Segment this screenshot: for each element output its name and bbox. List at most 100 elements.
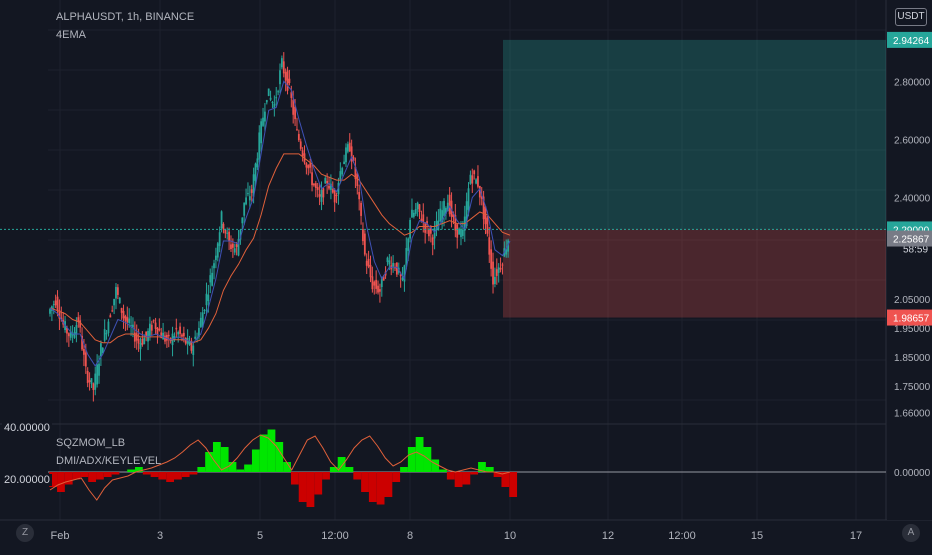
candle-body [75, 325, 78, 335]
candle-body [84, 352, 87, 367]
candle-body [199, 317, 202, 327]
indicator-subtitle[interactable]: DMI/ADX/KEYLEVEL [56, 455, 162, 467]
last-price-label-bg [887, 230, 932, 247]
stop-loss-label-bg [887, 309, 932, 326]
candle-body [350, 146, 353, 162]
candle-body [314, 183, 317, 188]
stop-loss-zone[interactable] [503, 229, 886, 318]
candle-body [245, 197, 247, 205]
candle-body [288, 78, 291, 83]
candle-body [412, 212, 415, 217]
zoom-z-button[interactable]: Z [16, 524, 34, 542]
symbol-header[interactable]: ALPHAUSDT, 1h, BINANCE [56, 11, 195, 23]
auto-scale-button[interactable]: A [902, 524, 920, 542]
candle-body [507, 240, 510, 252]
candle-body [395, 262, 398, 275]
candle-body [363, 233, 366, 255]
candle-body [201, 312, 204, 328]
momentum-bar [72, 472, 81, 480]
momentum-bar [103, 472, 112, 477]
time-tick: 3 [157, 530, 163, 542]
candle-body [346, 144, 349, 152]
time-tick: Feb [51, 530, 70, 542]
candle-body [499, 267, 502, 270]
candle-body [354, 166, 357, 180]
last-price-label: 2.25867 [893, 235, 930, 246]
candle-body [428, 230, 430, 237]
momentum-bar [111, 472, 120, 475]
candle-body [292, 100, 295, 115]
candle-body [477, 176, 479, 187]
candle-body [290, 92, 293, 98]
take-profit-zone[interactable] [503, 39, 886, 230]
price-tick: 2.60000 [894, 135, 931, 146]
candle-body [237, 238, 240, 256]
candle-body [277, 91, 280, 93]
momentum-bar [205, 452, 213, 472]
currency-button[interactable]: USDT [895, 8, 927, 26]
momentum-bar [368, 472, 377, 502]
time-tick: 12:00 [321, 530, 349, 542]
candle-body [103, 329, 106, 341]
candle-body [49, 309, 51, 314]
time-tick: 8 [407, 530, 413, 542]
candle-body [79, 320, 82, 328]
momentum-bar [376, 472, 385, 505]
ema-fast-line [49, 80, 511, 367]
candle-body [399, 274, 402, 277]
candle-body [137, 339, 140, 344]
indicator-header[interactable]: 4EMA [56, 29, 86, 41]
candle-body [471, 175, 474, 184]
momentum-bar [259, 434, 268, 472]
candle-body [429, 226, 432, 234]
candle-body [67, 333, 70, 337]
candle-body [284, 72, 287, 81]
candle-body [179, 326, 181, 334]
momentum-bar [314, 472, 323, 495]
candle-body [205, 293, 208, 306]
momentum-bar [400, 467, 408, 472]
candle-body [405, 247, 408, 266]
candle-body [367, 258, 370, 267]
momentum-bar [189, 472, 198, 475]
candle-body [149, 323, 151, 337]
candle-body [122, 310, 125, 319]
candle-body [188, 341, 191, 345]
momentum-bar [485, 467, 494, 472]
candle-body [184, 338, 187, 344]
candle-body [135, 333, 138, 341]
candle-body [377, 285, 379, 293]
candle-body [420, 218, 423, 222]
candle-body [160, 332, 163, 338]
candle-body [269, 97, 272, 100]
candle-body [401, 277, 404, 280]
candle-body [482, 196, 485, 220]
momentum-bar [251, 449, 260, 472]
indicator-title[interactable]: SQZMOM_LB [56, 437, 126, 449]
candle-body [352, 157, 355, 161]
candle-body [435, 220, 438, 228]
candle-body [71, 333, 74, 336]
candle-body [213, 263, 215, 269]
momentum-bar [236, 469, 245, 472]
candle-body [228, 231, 230, 242]
price-tick: 2.05000 [894, 295, 931, 306]
price-tick: 2.40000 [894, 193, 931, 204]
candle-body [133, 332, 136, 342]
candle-body [452, 214, 455, 218]
candle-body [380, 276, 383, 288]
candle-body [418, 204, 421, 212]
candle-body [388, 260, 391, 265]
candle-body [226, 232, 229, 234]
candle-body [250, 189, 253, 193]
candle-body [282, 61, 285, 74]
candle-body [130, 325, 132, 327]
countdown-label: 58:59 [903, 244, 928, 255]
candle-body [231, 243, 234, 248]
candle-body [230, 244, 232, 250]
momentum-bar [142, 472, 151, 475]
candle-body [279, 70, 281, 85]
momentum-bar [329, 467, 338, 472]
